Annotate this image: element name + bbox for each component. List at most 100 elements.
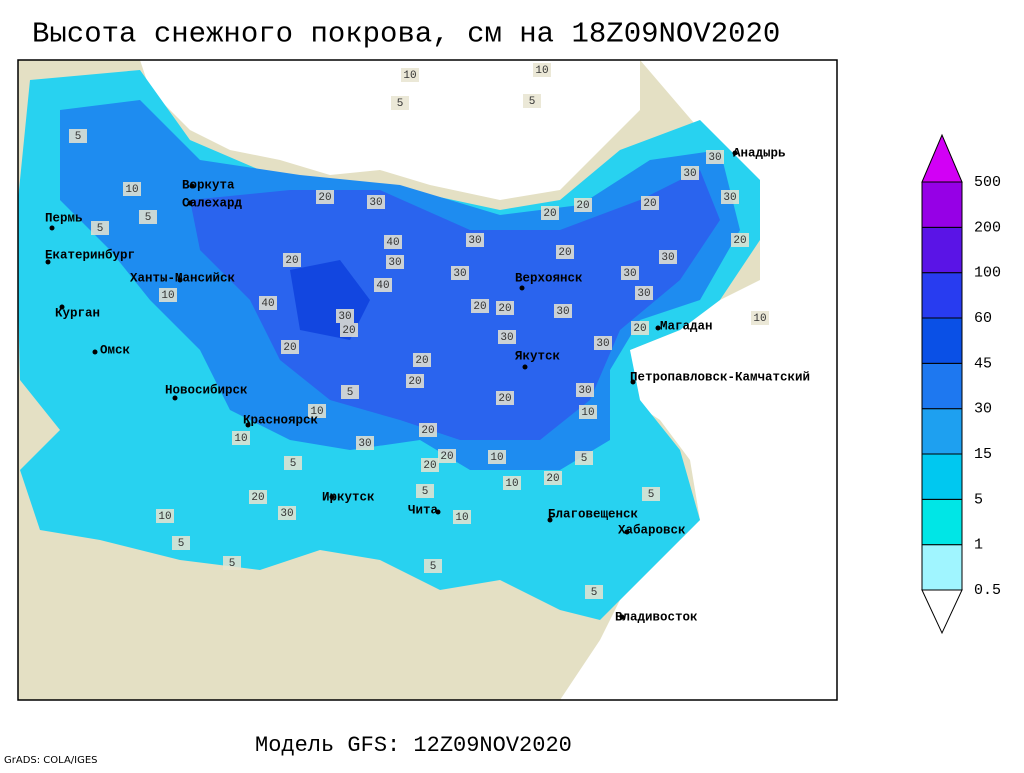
legend-swatch	[921, 272, 963, 319]
contour-label: 5	[75, 131, 82, 143]
contour-label-box	[635, 286, 653, 300]
city-dot	[619, 614, 625, 620]
legend-label: 200	[974, 219, 1001, 236]
contour-label-box	[471, 299, 489, 313]
city-dot	[547, 517, 553, 523]
city-dot	[329, 494, 335, 500]
contour-label: 20	[415, 355, 428, 367]
contour-label: 30	[578, 385, 591, 397]
contour-label: 5	[290, 458, 297, 470]
contour-label: 20	[318, 192, 331, 204]
contour-label-box	[721, 190, 739, 204]
credit: GrADS: COLA/IGES	[4, 755, 98, 766]
contour-label-box	[498, 330, 516, 344]
cities: Анадырь Воркута Салехард Пермь Екатеринбург Х…	[45, 146, 810, 624]
contour-label-box	[172, 536, 190, 550]
contour-label: 30	[468, 235, 481, 247]
city-label: Новосибирск	[165, 382, 248, 397]
contour-label: 5	[397, 98, 404, 110]
city-dot	[49, 225, 55, 231]
contour-label: 20	[421, 425, 434, 437]
contour-label: 30	[637, 288, 650, 300]
contour-label: 20	[251, 492, 264, 504]
legend-label: 5	[974, 491, 983, 508]
legend-swatch	[921, 181, 963, 228]
contour-label: 20	[285, 255, 298, 267]
legend-label: 45	[974, 355, 992, 372]
city-dot	[732, 150, 738, 156]
city-dot	[624, 529, 630, 535]
contour-label-box	[341, 385, 359, 399]
contour-label-box	[419, 423, 437, 437]
contour-label-box	[503, 476, 521, 490]
city-dot	[187, 200, 193, 206]
contour-label-box	[416, 484, 434, 498]
legend-cap-top	[921, 133, 963, 183]
city-dot	[59, 304, 65, 310]
contour-label: 30	[708, 152, 721, 164]
contour-label-box	[340, 323, 358, 337]
contour-label: 5	[145, 212, 152, 224]
contour-label-box	[466, 233, 484, 247]
contour-label-box	[424, 559, 442, 573]
contour-label: 30	[280, 508, 293, 520]
legend-label: 30	[974, 401, 992, 418]
contour-label: 10	[581, 407, 594, 419]
contour-label-box	[642, 487, 660, 501]
pacific-ocean	[560, 60, 837, 700]
city-label: Пермь	[45, 211, 83, 225]
contour-label-box	[159, 288, 177, 302]
contour-label: 20	[408, 376, 421, 388]
contour-label: 30	[723, 192, 736, 204]
legend-label: 0.5	[974, 582, 1001, 599]
contour-label-box	[232, 431, 250, 445]
contour-label: 30	[596, 338, 609, 350]
model-label: Модель GFS: 12Z09NOV2020	[255, 733, 572, 758]
contour-label-box	[496, 391, 514, 405]
contour-label-box	[278, 506, 296, 520]
contour-label-box	[631, 321, 649, 335]
contour-label-box	[488, 450, 506, 464]
contour-label-box	[91, 221, 109, 235]
city-label: Екатеринбург	[45, 247, 135, 262]
contour-label-box	[554, 304, 572, 318]
contour-label-box	[576, 383, 594, 397]
contour-label: 10	[158, 511, 171, 523]
contour-label: 10	[535, 65, 548, 77]
legend-swatch	[921, 453, 963, 500]
city-label: Курган	[55, 306, 100, 320]
contour-label: 30	[500, 332, 513, 344]
contour-label-box	[281, 340, 299, 354]
contour-label: 20	[543, 208, 556, 220]
contour-label: 20	[342, 325, 355, 337]
contour-label-box	[156, 509, 174, 523]
contour-label-box	[556, 245, 574, 259]
city-label: Красноярск	[243, 413, 319, 427]
contour-label-box	[308, 404, 326, 418]
contour-label-box	[533, 63, 551, 77]
contour-label: 40	[386, 237, 399, 249]
legend-cap-bottom	[921, 589, 963, 635]
map-frame	[17, 59, 838, 701]
contour-label-box	[641, 196, 659, 210]
city-dot	[435, 509, 441, 515]
city-label: Благовещенск	[548, 507, 639, 521]
city-label: Омск	[100, 343, 131, 357]
contour-label-box	[69, 129, 87, 143]
city-dot	[522, 364, 528, 370]
contour-label: 20	[423, 460, 436, 472]
contour-label: 5	[178, 538, 185, 550]
city-dot	[655, 325, 661, 331]
city-label: Владивосток	[615, 610, 698, 624]
contour-label-box	[574, 198, 592, 212]
contour-label: 20	[546, 473, 559, 485]
contour-label: 20	[473, 301, 486, 313]
legend-swatch	[921, 544, 963, 591]
city-dot	[189, 183, 195, 189]
legend-swatch	[921, 408, 963, 455]
contour-label-box	[544, 471, 562, 485]
contour-label: 30	[661, 252, 674, 264]
contour-label-box	[384, 235, 402, 249]
contour-label: 10	[403, 70, 416, 82]
contour-label: 5	[347, 387, 354, 399]
